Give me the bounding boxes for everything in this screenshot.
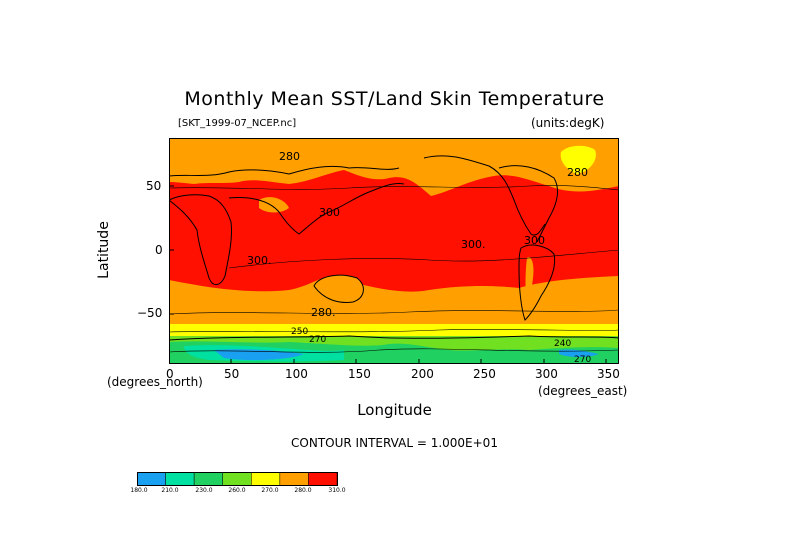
eurasia-north-coast — [169, 165, 400, 177]
colorbar-label: 310.0 — [328, 487, 346, 494]
y-axis-units: (degrees_north) — [107, 375, 203, 389]
units-label: (units:degK) — [531, 116, 605, 130]
andes-mild-zone — [525, 257, 534, 308]
contour-interval-text: CONTOUR INTERVAL = 1.000E+01 — [291, 436, 498, 450]
contour-line — [169, 185, 619, 191]
colorbar-cell — [193, 472, 223, 486]
y-tick-label: 0 — [155, 243, 163, 257]
cool-zone — [169, 324, 619, 336]
x-axis-label: Longitude — [357, 401, 432, 419]
map-frame — [169, 138, 619, 364]
australia-mild-zone — [314, 275, 364, 303]
contour-label: 300. — [247, 254, 272, 267]
x-axis-units: (degrees_east) — [538, 384, 628, 398]
axis-ticks — [169, 185, 607, 364]
contour-label: 280 — [567, 166, 588, 179]
contour-label: 300. — [461, 238, 486, 251]
colorbar-label: 280.0 — [294, 487, 312, 494]
asia-south-coast — [228, 183, 405, 235]
coldest-zone — [559, 349, 599, 357]
colorbar-cell — [308, 472, 338, 486]
contour-label: 300 — [524, 234, 545, 247]
colorbar-cell — [279, 472, 309, 486]
contour-line — [169, 309, 619, 315]
contour-label: 240 — [554, 339, 571, 349]
colorbar-label: 270.0 — [261, 487, 279, 494]
y-axis-label: Latitude — [96, 221, 112, 279]
antarctica-coast — [169, 335, 619, 341]
contour-line — [169, 329, 619, 333]
colorbar-label: 210.0 — [161, 487, 179, 494]
colorbar-label: 230.0 — [195, 487, 213, 494]
x-tick-label: 50 — [224, 367, 240, 381]
contour-label: 270 — [309, 335, 326, 345]
colorbar — [137, 472, 338, 486]
contour-label: 270 — [574, 355, 591, 364]
file-label: [SKT_1999-07_NCEP.nc] — [178, 118, 297, 129]
north-america-west-coast — [423, 155, 546, 236]
contour-label: 280. — [311, 306, 336, 319]
contour-line — [169, 348, 619, 353]
x-tick-label: 300 — [535, 367, 558, 381]
australia-coast — [313, 274, 364, 303]
x-tick-label: 250 — [473, 367, 496, 381]
colorbar-label: 180.0 — [130, 487, 148, 494]
contour-label: 300 — [319, 206, 340, 219]
colorbar-frame — [137, 472, 338, 486]
temperature-map: 280 280 300 300 300. 300. 280. 250 270 2… — [169, 138, 619, 364]
contour-label: 250 — [291, 327, 308, 337]
y-tick-label: −50 — [137, 306, 163, 320]
colorbar-cell — [222, 472, 252, 486]
contour-lines — [169, 185, 619, 353]
contour-line — [228, 249, 619, 269]
x-tick-label: 100 — [285, 367, 308, 381]
colorbar-cell — [251, 472, 281, 486]
x-tick-label: 150 — [348, 367, 371, 381]
coastlines — [169, 155, 619, 341]
africa-coast — [169, 194, 232, 285]
colorbar-label: 260.0 — [228, 487, 246, 494]
southern-mild-zone — [169, 276, 619, 326]
x-tick-label: 0 — [166, 367, 174, 381]
x-tick-label: 200 — [411, 367, 434, 381]
tibet-mild-zone — [259, 197, 289, 213]
contour-label: 280 — [279, 150, 300, 163]
colorbar-cell — [165, 472, 195, 486]
greenland-cool-zone — [560, 145, 596, 174]
map-title: Monthly Mean SST/Land Skin Temperature — [184, 88, 605, 110]
northern-mild-zone — [169, 138, 619, 196]
x-tick-label: 350 — [597, 367, 620, 381]
y-tick-label: 50 — [146, 179, 162, 193]
colorbar-cell — [137, 472, 166, 486]
north-america-east-coast — [498, 165, 559, 243]
